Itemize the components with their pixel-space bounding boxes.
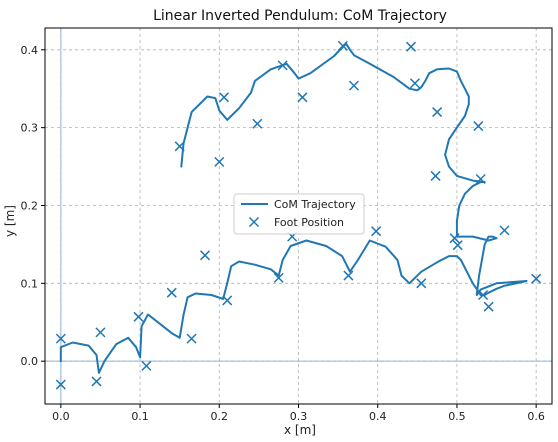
- y-tick-label: 0.0: [21, 355, 39, 368]
- foot-position-marker: [449, 233, 460, 244]
- y-tick-label: 0.3: [21, 122, 39, 135]
- legend-marker-swatch: [248, 216, 260, 228]
- x-tick-label: 0.4: [369, 410, 387, 423]
- foot-position-marker: [55, 333, 66, 344]
- foot-position-marker: [432, 107, 443, 118]
- foot-position-marker: [186, 333, 197, 344]
- foot-position-marker: [405, 41, 417, 52]
- foot-position-marker: [166, 287, 177, 298]
- x-axis-title: x [m]: [284, 423, 316, 437]
- foot-position-marker: [252, 118, 263, 129]
- foot-position-marker: [409, 78, 420, 89]
- y-tick-label: 0.1: [21, 277, 39, 290]
- x-tick-label: 0.0: [52, 410, 70, 423]
- foot-position-marker: [531, 273, 542, 284]
- foot-position-marker: [277, 60, 288, 71]
- y-tick-label: 0.2: [21, 199, 39, 212]
- foot-position-marker: [337, 40, 348, 51]
- com-trajectory-line: [59, 42, 528, 374]
- foot-position-marker: [141, 360, 152, 371]
- plot-data: [55, 40, 542, 390]
- legend-label-foot-position: Foot Position: [274, 216, 344, 229]
- foot-position-marker: [133, 311, 144, 322]
- x-tick-label: 0.2: [211, 410, 229, 423]
- legend: CoM Trajectory Foot Position: [233, 193, 365, 235]
- foot-position-marker: [371, 226, 382, 237]
- foot-position-marker: [297, 92, 308, 103]
- reference-lines: [45, 28, 552, 404]
- x-tick-label: 0.3: [290, 410, 308, 423]
- foot-position-marker: [499, 225, 510, 236]
- foot-position-marker: [273, 272, 284, 283]
- x-tick-label: 0.5: [448, 410, 466, 423]
- foot-position-marker: [473, 121, 484, 132]
- foot-position-marker: [478, 289, 489, 301]
- foot-position-marker: [199, 250, 211, 261]
- foot-position-marker: [91, 376, 102, 387]
- axis-ticks: 0.0 0.1 0.2 0.3 0.4 0.5 0.6 0.0 0.1 0.2 0.3 0.4: [21, 44, 545, 423]
- legend-label-com-trajectory: CoM Trajectory: [274, 198, 356, 211]
- x-tick-label: 0.6: [527, 410, 545, 423]
- y-axis-title: y [m]: [3, 205, 17, 237]
- foot-position-marker: [430, 170, 441, 181]
- foot-position-marker: [174, 141, 185, 152]
- foot-position-marker: [55, 379, 66, 390]
- foot-position-marker: [343, 270, 354, 281]
- foot-position-marker: [219, 92, 230, 103]
- x-tick-label: 0.1: [131, 410, 149, 423]
- foot-position-marker: [483, 301, 494, 312]
- foot-position-marker: [214, 156, 225, 167]
- foot-position-marker: [416, 278, 427, 289]
- foot-position-marker: [222, 295, 233, 306]
- foot-position-marker: [475, 173, 486, 185]
- foot-position-marker: [452, 240, 463, 251]
- foot-position-marker: [348, 80, 359, 91]
- chart-title: Linear Inverted Pendulum: CoM Trajectory: [153, 8, 447, 24]
- y-tick-label: 0.4: [21, 44, 39, 57]
- foot-position-marker: [95, 327, 106, 338]
